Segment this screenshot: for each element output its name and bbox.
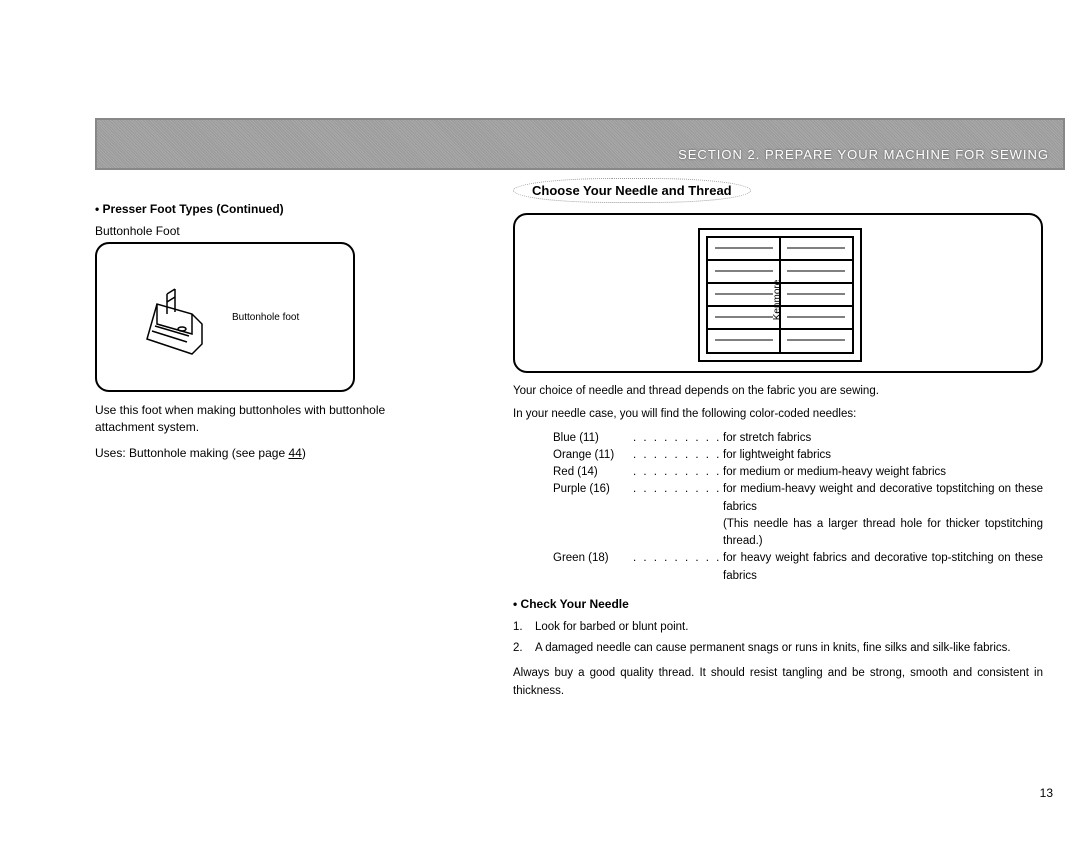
- use-description: Use this foot when making buttonholes wi…: [95, 402, 395, 437]
- buttonhole-foot-icon: [137, 284, 217, 364]
- needle-desc: (This needle has a larger thread hole fo…: [723, 516, 1043, 551]
- uses-page-ref: 44: [288, 446, 301, 460]
- needle-name: Green (18): [553, 550, 633, 585]
- needle-row: Purple (16). . . . . . . . .for medium-h…: [553, 481, 1043, 516]
- needle-row: (This needle has a larger thread hole fo…: [553, 516, 1043, 551]
- intro-line-2: In your needle case, you will find the f…: [513, 406, 1043, 423]
- content-columns: • Presser Foot Types (Continued) Buttonh…: [95, 178, 1065, 700]
- choose-needle-title: Choose Your Needle and Thread: [513, 178, 751, 203]
- needle-dots: . . . . . . . . .: [633, 447, 723, 464]
- closing-text: Always buy a good quality thread. It sho…: [513, 665, 1043, 700]
- needle-row: Red (14). . . . . . . . . .for medium or…: [553, 464, 1043, 481]
- check-item: 1.Look for barbed or blunt point.: [513, 619, 1043, 636]
- check-text: Look for barbed or blunt point.: [535, 619, 1043, 636]
- needle-desc: for stretch fabrics: [723, 430, 1043, 447]
- section-header-bar: SECTION 2. PREPARE YOUR MACHINE FOR SEWI…: [95, 118, 1065, 170]
- needle-name: Red (14): [553, 464, 633, 481]
- needle-dots: . . . . . . . . . .: [633, 464, 723, 481]
- needle-row: Green (18). . . . . . . . .for heavy wei…: [553, 550, 1043, 585]
- intro-line-1: Your choice of needle and thread depends…: [513, 383, 1043, 400]
- needle-dots: [633, 516, 723, 551]
- needle-dots: . . . . . . . . .: [633, 550, 723, 585]
- needle-color-list: Blue (11). . . . . . . . . .for stretch …: [553, 430, 1043, 585]
- needle-desc: for lightweight fabrics: [723, 447, 1043, 464]
- right-column: Choose Your Needle and Thread: [495, 178, 1065, 700]
- needle-desc: for medium or medium-heavy weight fabric…: [723, 464, 1043, 481]
- check-num: 2.: [513, 640, 535, 657]
- needle-name: Purple (16): [553, 481, 633, 516]
- right-text-block: Your choice of needle and thread depends…: [513, 383, 1043, 700]
- needle-case-icon: Kenmore: [695, 225, 865, 365]
- uses-line: Uses: Buttonhole making (see page 44): [95, 445, 395, 462]
- page-number: 13: [1040, 786, 1053, 800]
- uses-prefix: Uses: Buttonhole making (see page: [95, 446, 288, 460]
- check-needle-list: 1.Look for barbed or blunt point.2.A dam…: [513, 619, 1043, 658]
- needle-row: Orange (11). . . . . . . . .for lightwei…: [553, 447, 1043, 464]
- needle-name: [553, 516, 633, 551]
- svg-text:Kenmore: Kenmore: [772, 279, 783, 320]
- manual-page: SECTION 2. PREPARE YOUR MACHINE FOR SEWI…: [95, 118, 1065, 700]
- needle-dots: . . . . . . . . . .: [633, 430, 723, 447]
- check-text: A damaged needle can cause permanent sna…: [535, 640, 1043, 657]
- check-num: 1.: [513, 619, 535, 636]
- illustration-label: Buttonhole foot: [232, 312, 299, 323]
- presser-foot-heading: • Presser Foot Types (Continued): [95, 202, 495, 216]
- needle-name: Orange (11): [553, 447, 633, 464]
- needle-row: Blue (11). . . . . . . . . .for stretch …: [553, 430, 1043, 447]
- needle-desc: for heavy weight fabrics and decorative …: [723, 550, 1043, 585]
- needle-dots: . . . . . . . . .: [633, 481, 723, 516]
- left-column: • Presser Foot Types (Continued) Buttonh…: [95, 178, 495, 700]
- needle-case-illustration-box: Kenmore: [513, 213, 1043, 373]
- check-item: 2.A damaged needle can cause permanent s…: [513, 640, 1043, 657]
- uses-suffix: ): [302, 446, 306, 460]
- needle-desc: for medium-heavy weight and decorative t…: [723, 481, 1043, 516]
- section-header-text: SECTION 2. PREPARE YOUR MACHINE FOR SEWI…: [678, 147, 1049, 162]
- buttonhole-illustration-box: Buttonhole foot: [95, 242, 355, 392]
- check-needle-heading: • Check Your Needle: [513, 595, 1043, 613]
- buttonhole-foot-subheading: Buttonhole Foot: [95, 224, 495, 238]
- needle-name: Blue (11): [553, 430, 633, 447]
